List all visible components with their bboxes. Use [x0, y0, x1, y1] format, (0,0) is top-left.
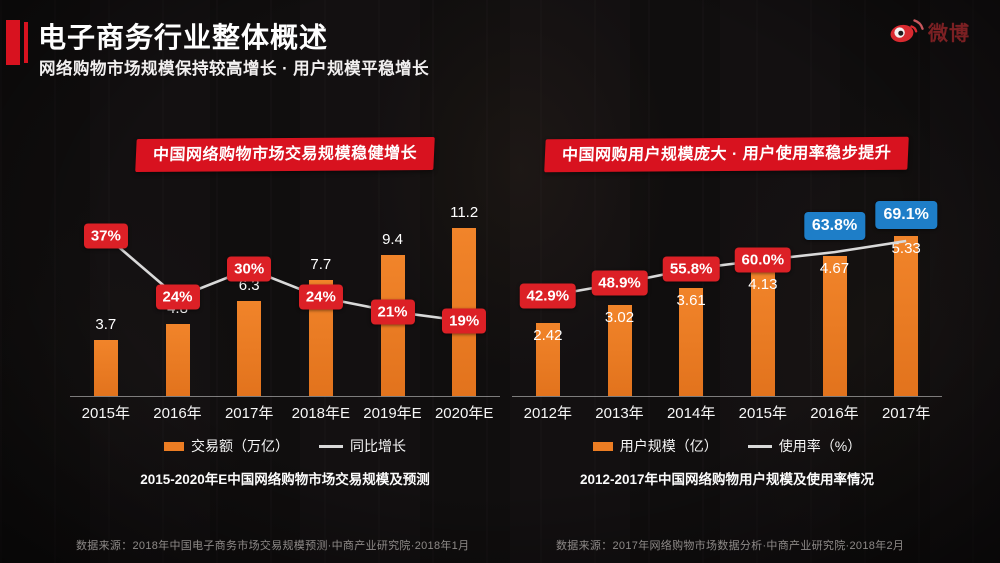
title-accent-bar [6, 20, 20, 65]
chart-plot-area: 3.74.86.37.79.411.237%24%30%24%21%19% [70, 128, 500, 397]
page-title: 电子商务行业整体概述 [38, 22, 329, 53]
legend-label: 交易额（万亿） [191, 438, 289, 454]
legend-label: 同比增长 [350, 438, 406, 454]
line-label-2016年: 24% [155, 284, 200, 310]
data-source-note: 数据来源：2017年网络购物市场数据分析·中商产业研究院·2018年2月 [556, 540, 905, 552]
legend-item: 交易额（万亿） [164, 436, 289, 456]
line-label-2012年: 42.9% [519, 283, 577, 309]
x-axis-label: 2020年E [434, 405, 494, 422]
x-axis: 2012年 2013年 2014年 2015年 2016年 2017年 [512, 402, 942, 422]
legend-label: 用户规模（亿） [619, 438, 718, 454]
line-label-2019年E: 21% [370, 299, 415, 325]
line-label-2018年E: 24% [298, 284, 343, 310]
x-axis-label: 2012年 [523, 405, 573, 422]
x-axis-label: 2017年 [881, 405, 931, 422]
legend-line-swatch [319, 444, 343, 448]
x-axis: 2015年 2016年 2017年 2018年E 2019年E 2020年E [70, 402, 500, 422]
x-axis-label: 2018年E [291, 405, 351, 422]
weibo-eye-icon [889, 14, 925, 49]
x-axis-label: 2013年 [595, 405, 644, 422]
legend-item: 使用率（%） [747, 436, 862, 456]
legend-bar-swatch [592, 441, 613, 451]
x-axis-label: 2017年 [224, 405, 274, 422]
line-label-2020年E: 19% [442, 308, 487, 334]
x-axis-label: 2019年E [363, 405, 422, 422]
chart-banner: 中国网络购物市场交易规模稳健增长 [135, 136, 435, 173]
weibo-logo: 微博 [889, 14, 970, 49]
chart-legend: 用户规模（亿） 使用率（%） [512, 436, 942, 456]
page-subtitle: 网络购物市场规模保持较高增长 · 用户规模平稳增长 [39, 60, 430, 78]
chart-panel-user-scale: 中国网购用户规模庞大 · 用户使用率稳步提升 2.42 3.02 3.61 4.13 4… [512, 128, 942, 500]
x-axis-label: 2015年 [81, 405, 131, 422]
chart-banner: 中国网购用户规模庞大 · 用户使用率稳步提升 [544, 136, 910, 173]
chart-caption: 2015-2020年E中国网络购物市场交易规模及预测 [140, 472, 430, 487]
legend-item: 同比增长 [319, 436, 406, 456]
chart-plot-area: 2.42 3.02 3.61 4.13 4.67 5.33 42.9% 48.9% 55.8% 6… [512, 128, 942, 397]
line-label-2014年: 55.8% [662, 256, 720, 282]
data-source-note: 数据来源：2018年中国电子商务市场交易规模预测·中商产业研究院·2018年1月 [76, 540, 470, 552]
legend-line-swatch [747, 444, 772, 448]
line-label-2017年: 69.1% [875, 201, 937, 229]
chart-panel-market-size: 中国网络购物市场交易规模稳健增长 3.74.86.37.79.411.237%2… [70, 128, 500, 500]
title-accent-stripe [24, 22, 28, 63]
legend-label: 使用率（%） [778, 438, 862, 454]
chart-legend: 交易额（万亿） 同比增长 [70, 436, 500, 456]
line-label-2017年: 30% [227, 256, 272, 282]
legend-item: 用户规模（亿） [592, 436, 718, 456]
legend-bar-swatch [164, 441, 184, 451]
x-axis-label: 2016年 [810, 405, 859, 422]
line-label-2016年: 63.8% [803, 212, 866, 241]
line-label-2013年: 48.9% [591, 270, 648, 296]
x-axis-label: 2014年 [666, 405, 716, 422]
x-axis-label: 2015年 [738, 405, 788, 422]
line-label-2015年: 60.0% [734, 247, 792, 273]
line-label-2015年: 37% [83, 223, 128, 249]
x-axis-label: 2016年 [153, 405, 202, 422]
weibo-logo-text: 微博 [928, 23, 970, 45]
chart-caption: 2012-2017年中国网络购物用户规模及使用率情况 [579, 472, 875, 487]
